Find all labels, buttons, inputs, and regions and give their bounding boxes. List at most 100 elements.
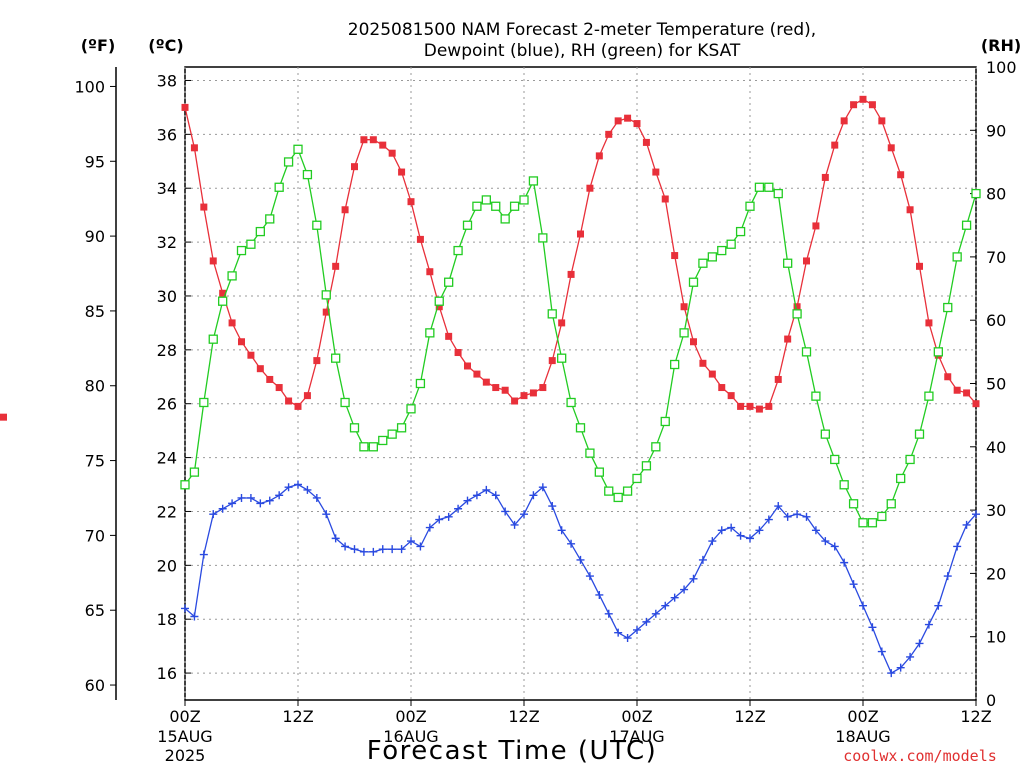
dewpoint-point xyxy=(557,526,566,535)
x-tick-date-label: 15AUG xyxy=(157,727,212,746)
x-tick-label: 12Z xyxy=(734,707,765,726)
dewpoint-point xyxy=(868,623,877,632)
temperature-point xyxy=(774,375,782,383)
temperature-point xyxy=(445,332,453,340)
dewpoint-point xyxy=(689,574,698,583)
temperature-point xyxy=(859,95,867,103)
temperature-point xyxy=(878,117,886,125)
x-tick-year-label: 2025 xyxy=(165,746,206,765)
dewpoint-point xyxy=(896,663,905,672)
rh-point xyxy=(406,404,416,414)
temperature-point xyxy=(652,168,660,176)
dewpoint-point xyxy=(444,512,453,521)
x-axis-title: Forecast Time (UTC) xyxy=(367,736,658,766)
dewpoint-point xyxy=(416,542,425,551)
rh-point xyxy=(886,499,896,509)
dewpoint-point xyxy=(924,620,933,629)
dewpoint-point xyxy=(755,526,764,535)
temperature-point xyxy=(266,375,274,383)
temperature-point xyxy=(737,402,745,410)
celsius-tick-label: 28 xyxy=(157,341,177,360)
dewpoint-point xyxy=(275,491,284,500)
rh-point xyxy=(331,353,341,363)
temperature-point xyxy=(341,206,349,214)
temperature-point xyxy=(482,378,490,386)
temperature-point xyxy=(784,335,792,343)
rh-point xyxy=(302,169,313,180)
temperature-point xyxy=(953,386,961,394)
rh-point xyxy=(848,499,859,509)
rh-point xyxy=(255,226,265,237)
rh-point xyxy=(811,391,821,401)
rh-point xyxy=(622,486,633,496)
dewpoint-point xyxy=(746,534,754,543)
rh-point xyxy=(236,245,247,256)
dewpoint-point xyxy=(378,545,387,554)
rh-point xyxy=(208,334,218,344)
rh-point xyxy=(914,429,925,439)
dewpoint-point xyxy=(774,502,783,511)
dewpoint-point xyxy=(849,580,858,589)
dewpoint-point xyxy=(915,639,924,648)
rh-tick-label: 90 xyxy=(986,121,1006,140)
rh-point xyxy=(670,359,680,370)
temperature-point xyxy=(944,373,952,381)
temperature-point xyxy=(0,413,7,421)
dewpoint-point xyxy=(284,483,293,492)
temperature-point xyxy=(416,235,424,243)
rh-point xyxy=(792,309,802,319)
rh-point xyxy=(952,252,962,262)
temperature-point xyxy=(388,149,396,157)
rh-point xyxy=(707,252,717,262)
temperature-point xyxy=(727,392,735,400)
dewpoint-point xyxy=(294,480,302,489)
rh-point xyxy=(519,195,529,205)
temperature-point xyxy=(614,117,622,125)
celsius-tick-label: 36 xyxy=(157,125,177,144)
dewpoint-point xyxy=(661,601,670,610)
rh-point xyxy=(481,195,491,205)
rh-point xyxy=(839,480,849,490)
dewpoint-point xyxy=(680,585,689,594)
fahrenheit-tick-label: 85 xyxy=(85,302,105,321)
temperature-point xyxy=(369,136,377,144)
x-tick-label: 00Z xyxy=(395,707,426,726)
temperature-point xyxy=(633,120,641,128)
rh-point xyxy=(434,296,444,306)
dewpoint-point xyxy=(567,539,576,548)
celsius-tick-label: 24 xyxy=(157,449,177,468)
temperature-point xyxy=(624,114,632,122)
rh-point xyxy=(679,328,689,338)
rh-point xyxy=(905,454,915,465)
rh-point xyxy=(726,239,736,249)
rh-point xyxy=(444,277,454,287)
fahrenheit-tick-label: 65 xyxy=(85,601,105,620)
rh-tick-label: 40 xyxy=(986,438,1006,457)
fahrenheit-tick-label: 70 xyxy=(85,526,105,545)
rh-point xyxy=(462,220,473,230)
rh-point xyxy=(717,245,727,256)
dewpoint-point xyxy=(303,485,312,494)
dewpoint-point xyxy=(246,493,255,502)
rh-point xyxy=(943,302,953,313)
dewpoint-point xyxy=(181,604,189,613)
dewpoint-point xyxy=(811,526,820,535)
rh-point xyxy=(274,182,284,192)
celsius-tick-label: 38 xyxy=(157,71,177,90)
rh-tick-label: 10 xyxy=(986,628,1006,647)
dewpoint-point xyxy=(821,537,830,546)
dewpoint-point xyxy=(576,555,585,564)
dewpoint-point xyxy=(407,537,415,546)
temperature-point xyxy=(812,222,820,230)
dewpoint-point xyxy=(783,512,792,521)
rh-point xyxy=(547,309,557,319)
celsius-tick-label: 18 xyxy=(157,610,177,629)
temperature-line xyxy=(184,98,977,410)
dewpoint-point xyxy=(520,510,528,519)
rh-point xyxy=(820,429,830,439)
temperature-point xyxy=(303,392,311,400)
dewpoint-point xyxy=(793,510,802,519)
rh-point xyxy=(745,201,755,211)
rh-point xyxy=(858,518,868,528)
